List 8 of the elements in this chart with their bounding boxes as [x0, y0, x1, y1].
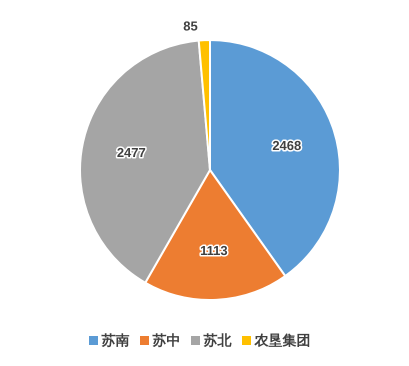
legend-label: 苏南 [102, 332, 130, 348]
data-label: 1113 [200, 243, 228, 258]
legend-label: 农垦集团 [254, 332, 310, 348]
data-label: 85 [183, 18, 198, 34]
legend-label: 苏中 [152, 332, 180, 348]
data-label: 2477 [116, 145, 146, 160]
legend-label: 苏北 [204, 332, 232, 348]
data-label: 2468 [272, 138, 302, 154]
